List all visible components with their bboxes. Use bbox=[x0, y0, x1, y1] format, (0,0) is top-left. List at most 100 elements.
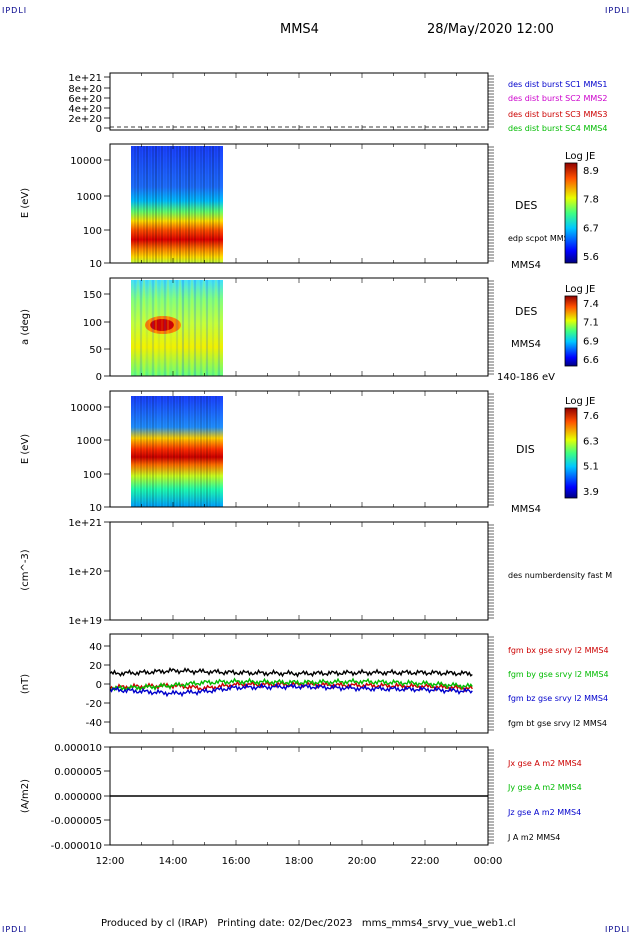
dist-ytick-label: 8e+20 bbox=[68, 84, 102, 95]
dis-energy-texture bbox=[200, 396, 202, 507]
time-axis: 12:00 14:00 16:00 18:00 20:00 22:00 00:00 bbox=[96, 856, 503, 867]
des-energy-texture bbox=[182, 146, 184, 263]
des-pitch-texture bbox=[134, 280, 136, 376]
des-energy-ytick-label: 10 bbox=[89, 259, 102, 270]
corner-label-top-right: IPDLI bbox=[605, 6, 630, 15]
des-pitch-energy-range: 140-186 eV bbox=[497, 372, 555, 383]
dis-energy-texture bbox=[140, 396, 142, 507]
dist-legend-entry: des dist burst SC4 MMS4 bbox=[508, 124, 607, 133]
des-pitch-texture bbox=[218, 280, 220, 376]
des-pitch-texture bbox=[191, 280, 193, 376]
des-energy-texture bbox=[167, 146, 169, 263]
dis-energy-texture bbox=[134, 396, 136, 507]
des-pitch-texture bbox=[188, 280, 190, 376]
des-energy-texture bbox=[152, 146, 154, 263]
des-energy-texture bbox=[155, 146, 157, 263]
des-pitch-label: DES bbox=[515, 305, 537, 318]
des-pitch-texture bbox=[179, 280, 181, 376]
spacecraft-title: MMS4 bbox=[280, 22, 319, 37]
des-energy-colorbar-tick: 7.8 bbox=[583, 195, 599, 206]
des-energy-ylabel: E (eV) bbox=[20, 188, 31, 218]
density-ytick-label: 1e+19 bbox=[68, 616, 102, 627]
current-ytick-label: -0.000005 bbox=[51, 816, 102, 827]
des-energy-texture bbox=[176, 146, 178, 263]
fgm-ylabel: (nT) bbox=[20, 674, 31, 694]
des-energy-texture bbox=[161, 146, 163, 263]
fgm-ytick-label: 40 bbox=[89, 642, 102, 653]
fgm-ytick-label: -20 bbox=[86, 699, 102, 710]
des-energy-texture bbox=[164, 146, 166, 263]
des-energy-colorbar-tick: 6.7 bbox=[583, 223, 599, 234]
des-pitch-texture bbox=[143, 280, 145, 376]
des-energy-texture bbox=[131, 146, 133, 263]
des-energy-texture bbox=[158, 146, 160, 263]
des-energy-texture bbox=[134, 146, 136, 263]
time-tick-label: 22:00 bbox=[411, 856, 440, 867]
density-legend-entry: des numberdensity fast M bbox=[508, 571, 612, 580]
dis-energy-texture bbox=[206, 396, 208, 507]
fgm-series-line bbox=[109, 666, 473, 678]
des-pitch-texture bbox=[152, 280, 154, 376]
time-tick-label: 00:00 bbox=[474, 856, 503, 867]
fgm-ytick-label: -40 bbox=[86, 718, 102, 729]
des-pitch-texture bbox=[146, 280, 148, 376]
dist-ytick-label: 6e+20 bbox=[68, 94, 102, 105]
time-tick-label: 16:00 bbox=[222, 856, 251, 867]
des-pitch-texture bbox=[176, 280, 178, 376]
des-energy-colorbar bbox=[564, 162, 578, 264]
dis-energy-texture bbox=[191, 396, 193, 507]
des-pitch-texture bbox=[203, 280, 205, 376]
des-pitch-texture bbox=[149, 280, 151, 376]
des-energy-texture bbox=[140, 146, 142, 263]
density-ylabel: (cm^-3) bbox=[20, 549, 31, 590]
des-pitch-sublabel: MMS4 bbox=[511, 339, 541, 350]
dist-legend-entry: des dist burst SC2 MMS2 bbox=[508, 94, 607, 103]
des-pitch-ytick-label: 100 bbox=[83, 318, 102, 329]
density-panel: 1e+21 1e+20 1e+19 (cm^-3) des numberdensity … bbox=[20, 518, 612, 627]
des-energy-texture bbox=[191, 146, 193, 263]
time-tick-label: 12:00 bbox=[96, 856, 125, 867]
dis-energy-texture bbox=[212, 396, 214, 507]
dis-energy-ytick-label: 100 bbox=[83, 470, 102, 481]
des-pitch-texture bbox=[137, 280, 139, 376]
current-ytick-label: 0.000005 bbox=[54, 767, 102, 778]
dis-energy-texture bbox=[170, 396, 172, 507]
fgm-legend-entry: fgm bx gse srvy l2 MMS4 bbox=[508, 646, 609, 655]
dis-energy-colorbar-tick: 6.3 bbox=[583, 436, 599, 447]
des-pitch-colorbar-tick: 7.1 bbox=[583, 318, 599, 329]
des-pitch-texture bbox=[140, 280, 142, 376]
des-energy-texture bbox=[212, 146, 214, 263]
time-tick-label: 20:00 bbox=[348, 856, 377, 867]
dis-energy-texture bbox=[203, 396, 205, 507]
des-energy-ytick-label: 100 bbox=[83, 226, 102, 237]
dis-energy-texture bbox=[197, 396, 199, 507]
dis-energy-spectrogram bbox=[131, 396, 223, 507]
des-pitch-texture bbox=[161, 280, 163, 376]
des-energy-texture bbox=[173, 146, 175, 263]
density-ytick-label: 1e+21 bbox=[68, 518, 102, 529]
des-pitch-ytick-label: 150 bbox=[83, 290, 102, 301]
dis-energy-texture bbox=[176, 396, 178, 507]
dist-frame bbox=[109, 72, 489, 131]
des-pitch-ylabel: a (deg) bbox=[20, 309, 31, 345]
current-ytick-label: 0.000000 bbox=[54, 792, 102, 803]
dis-energy-sublabel: MMS4 bbox=[511, 504, 541, 515]
des-pitch-panel: 150 100 50 0 a (deg) DES MMS4 140-186 eV Log JE 7… bbox=[20, 277, 599, 383]
des-pitch-texture bbox=[206, 280, 208, 376]
dis-energy-colorbar-tick: 5.1 bbox=[583, 462, 599, 473]
des-energy-sublabel: MMS4 bbox=[511, 260, 541, 271]
current-legend-entry: J A m2 MMS4 bbox=[507, 833, 560, 842]
des-pitch-texture bbox=[131, 280, 133, 376]
corner-label-top-left: IPDLI bbox=[2, 6, 28, 15]
dist-ytick-label: 4e+20 bbox=[68, 104, 102, 115]
fgm-legend-entry: fgm bz gse srvy l2 MMS4 bbox=[508, 694, 608, 703]
dis-energy-texture bbox=[218, 396, 220, 507]
des-pitch-texture bbox=[215, 280, 217, 376]
dis-energy-texture bbox=[137, 396, 139, 507]
dis-energy-texture bbox=[155, 396, 157, 507]
dis-energy-colorbar-tick: 3.9 bbox=[583, 487, 599, 498]
dis-energy-texture bbox=[182, 396, 184, 507]
des-energy-texture bbox=[149, 146, 151, 263]
dis-energy-texture bbox=[188, 396, 190, 507]
